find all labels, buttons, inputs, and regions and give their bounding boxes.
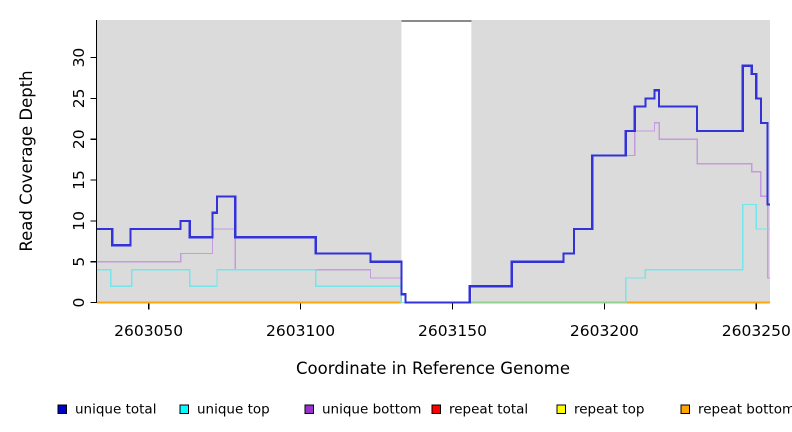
legend-label-repeat-bottom: repeat bottom	[698, 402, 792, 418]
chart-legend: unique total unique top unique bottom repea…	[57, 402, 792, 418]
legend-swatch-unique-total	[57, 404, 67, 414]
legend-swatch-unique-bottom	[304, 404, 314, 414]
x-axis-title: Coordinate in Reference Genome	[296, 359, 570, 378]
series-lines	[97, 64, 770, 304]
y-tick-label: 30	[70, 48, 88, 68]
series-unique-total	[97, 64, 770, 304]
y-tick-label: 5	[70, 257, 88, 267]
y-axis-title: Read Coverage Depth	[17, 70, 36, 251]
no-data-gap-band	[401, 20, 472, 303]
series-unique-top	[97, 203, 770, 304]
x-tick-label: 2603050	[114, 322, 183, 340]
x-tick-label: 2603250	[722, 322, 791, 340]
y-tick-label: 10	[70, 211, 88, 231]
legend-label-unique-top: unique top	[197, 402, 270, 418]
x-tick-label: 2603200	[570, 322, 639, 340]
legend-label-unique-bottom: unique bottom	[322, 402, 421, 418]
y-axis-ticks: 0 5 10 15 20 25 30	[70, 48, 97, 308]
legend-swatch-unique-top	[179, 404, 189, 414]
x-tick-label: 2603100	[266, 322, 335, 340]
y-tick-label: 25	[70, 89, 88, 109]
legend-label-repeat-total: repeat total	[449, 402, 528, 418]
x-axis-ticks: 2603050 2603100 2603150 2603200 2603250	[114, 303, 791, 340]
legend-swatch-repeat-top	[556, 404, 566, 414]
legend-label-unique-total: unique total	[75, 402, 156, 418]
legend-label-repeat-top: repeat top	[574, 402, 644, 418]
y-tick-label: 20	[70, 129, 88, 149]
y-tick-label: 15	[70, 170, 88, 190]
gap-band-rect	[401, 20, 472, 303]
x-tick-label: 2603150	[418, 322, 487, 340]
legend-swatch-repeat-bottom	[680, 404, 690, 414]
legend-swatch-repeat-total	[431, 404, 441, 414]
y-tick-label: 0	[70, 298, 88, 308]
